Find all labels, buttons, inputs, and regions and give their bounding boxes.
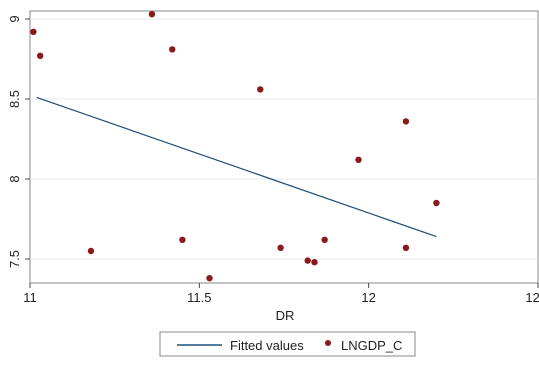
data-point-9 — [304, 257, 311, 264]
data-point-15 — [433, 199, 440, 207]
data-point-10 — [311, 259, 318, 266]
data-point-13 — [402, 118, 410, 125]
data-point-1 — [36, 52, 44, 59]
x-axis-ticks: 11 11.5 12 12.5 — [23, 283, 539, 305]
legend-label-fitted: Fitted values — [230, 338, 304, 353]
grid-lines — [30, 18, 538, 260]
data-point-0 — [30, 28, 37, 35]
legend: Fitted values LNGDP_C — [159, 331, 416, 357]
x-tick-label-1: 11.5 — [187, 290, 211, 305]
legend-label-lngdp: LNGDP_C — [341, 338, 402, 353]
data-point-7 — [257, 86, 264, 93]
data-point-3 — [148, 11, 156, 18]
x-axis-title: DR — [276, 308, 295, 323]
data-point-2 — [87, 247, 95, 255]
data-point-14 — [402, 244, 410, 251]
data-point-6 — [206, 275, 213, 282]
y-axis-ticks: 7.5 8 8.5 9 — [7, 15, 30, 268]
data-point-11 — [321, 236, 328, 243]
fitted-line-layer — [36, 96, 437, 238]
data-point-12 — [355, 156, 362, 163]
x-tick-label-0: 11 — [23, 290, 37, 305]
legend-box — [159, 331, 416, 357]
plot-area — [29, 10, 539, 284]
data-point-8 — [277, 244, 284, 251]
y-tick-label-1: 8 — [7, 175, 22, 182]
x-tick-label-3: 12.5 — [525, 290, 539, 305]
y-tick-label-2: 8.5 — [7, 90, 22, 108]
data-point-5 — [179, 236, 186, 243]
y-tick-label-0: 7.5 — [7, 250, 22, 268]
y-tick-label-3: 9 — [7, 15, 22, 22]
fitted-line — [36, 96, 437, 238]
data-point-4 — [169, 46, 176, 53]
scatter-points — [30, 11, 440, 282]
x-tick-label-2: 12 — [361, 290, 375, 305]
legend-dot-swatch — [325, 340, 331, 346]
